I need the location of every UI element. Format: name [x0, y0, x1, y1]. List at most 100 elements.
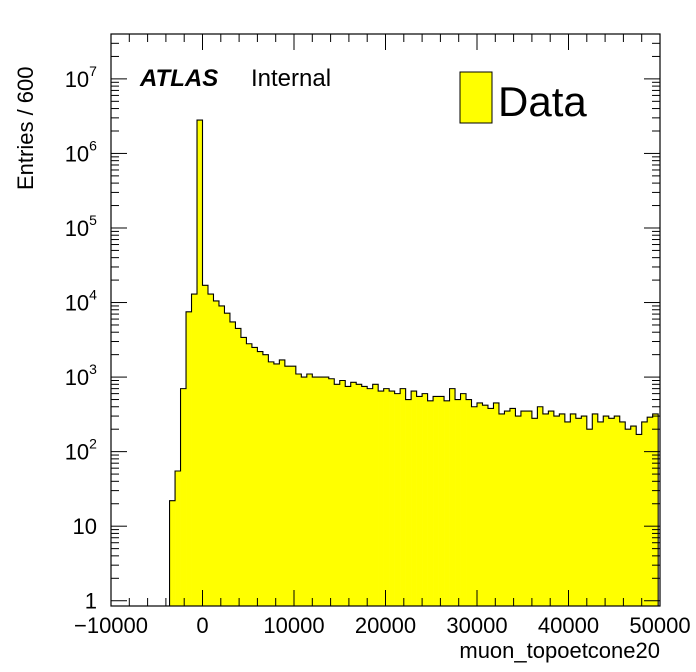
histogram-bin: [411, 391, 417, 606]
y-tick-label: 1: [85, 589, 97, 614]
histogram-bin: [531, 418, 538, 606]
x-tick-label: −10000: [74, 613, 148, 638]
histogram-bin: [482, 405, 489, 606]
histogram-bin: [339, 380, 346, 606]
y-tick-label: 102: [65, 436, 97, 465]
histogram-bin: [389, 391, 395, 606]
histogram-bin: [306, 374, 313, 606]
y-tick-label: 106: [65, 137, 97, 166]
histogram-bin: [471, 406, 478, 606]
histogram-bin: [186, 311, 192, 606]
histogram-bin: [619, 421, 626, 606]
histogram-bin: [487, 408, 494, 606]
histogram-bin: [334, 384, 341, 606]
histogram-bin: [372, 384, 379, 606]
histogram-bin: [608, 418, 615, 606]
histogram-bin: [284, 366, 291, 606]
histogram-bin: [460, 393, 467, 606]
histogram-bin: [180, 388, 187, 606]
x-tick-label: 20000: [355, 613, 416, 638]
histogram-bin: [213, 300, 220, 606]
histogram-bin: [268, 361, 275, 606]
histogram-bin: [449, 388, 456, 606]
histogram-bin: [328, 378, 335, 606]
histogram-bin: [509, 408, 516, 606]
histogram-bin: [553, 416, 560, 606]
histogram-bin: [548, 411, 555, 606]
histogram-bin: [400, 388, 406, 606]
histogram-bin: [455, 399, 461, 606]
x-tick-label: 10000: [263, 613, 324, 638]
y-tick-label: 107: [65, 63, 97, 92]
histogram-bin: [257, 351, 264, 606]
histogram-bin: [207, 294, 214, 606]
histogram-bin: [246, 343, 253, 606]
histogram-bin: [630, 426, 637, 606]
legend-swatch-data: [459, 71, 493, 124]
histogram-outline: [169, 119, 659, 606]
histogram-bin: [477, 402, 483, 606]
internal-label: Internal: [251, 65, 331, 92]
histogram-bin: [405, 399, 412, 606]
histogram-bin: [614, 416, 621, 606]
histogram-bin: [444, 400, 450, 606]
y-tick-label: 10: [73, 514, 97, 539]
histogram-bin: [520, 411, 527, 606]
histogram-bin: [301, 377, 308, 606]
histogram-bin: [350, 382, 357, 606]
histogram-bin: [537, 406, 544, 606]
histogram-bin: [383, 388, 390, 606]
histogram-bin: [493, 402, 500, 606]
histogram-bin: [290, 366, 297, 606]
histogram-bin: [498, 413, 505, 606]
axis-ticks: [110, 33, 661, 606]
histogram-bin: [625, 429, 632, 606]
y-axis-title: Entries / 600: [13, 66, 38, 190]
x-tick-label: 40000: [538, 613, 599, 638]
histogram-bin: [191, 294, 198, 606]
histogram-bin: [504, 411, 511, 606]
histogram-bin: [262, 354, 269, 606]
histogram-bin: [240, 337, 247, 606]
y-tick-label: 105: [65, 212, 97, 241]
histogram-bin: [652, 413, 659, 606]
histogram-bin: [597, 421, 604, 606]
histogram-bin: [218, 305, 225, 606]
histogram-bin: [367, 388, 373, 606]
x-tick-label: 0: [196, 613, 208, 638]
histogram-bin: [273, 363, 280, 606]
histogram-bin: [175, 470, 181, 606]
histogram-bin: [345, 386, 352, 606]
histogram-bin: [427, 400, 434, 606]
x-tick-label: 50000: [629, 613, 690, 638]
histogram-bin: [312, 377, 319, 606]
histogram-bin: [542, 413, 549, 606]
histogram-bin: [466, 399, 472, 606]
histogram-bin: [433, 396, 439, 606]
tick-labels: −10000 0 10000 20000 30000 40000 50000 1 10 102 10…: [65, 63, 691, 638]
histogram-bin: [559, 413, 566, 606]
histogram-bin: [251, 347, 258, 606]
histogram-bin: [378, 391, 384, 606]
atlas-label: ATLAS: [139, 65, 218, 92]
histogram-bin: [575, 418, 582, 606]
histogram-bin: [438, 396, 445, 606]
histogram-bin: [422, 393, 428, 606]
histogram-bin: [636, 434, 642, 606]
histogram-bin: [356, 384, 363, 606]
histogram-bin: [526, 411, 533, 606]
histogram-bin: [515, 416, 522, 606]
legend-label-data: Data: [498, 78, 587, 125]
histogram-bin: [641, 421, 648, 606]
histogram-bin: [224, 313, 231, 606]
x-tick-label: 30000: [446, 613, 507, 638]
histogram-bin: [581, 416, 588, 606]
histogram-bin: [603, 416, 610, 606]
histogram-bin: [394, 393, 401, 606]
y-tick-label: 104: [65, 287, 97, 316]
histogram-bin: [416, 396, 423, 606]
histogram-bin: [169, 500, 176, 606]
x-axis-title: muon_topoetcone20: [459, 638, 660, 663]
histogram-bin: [323, 377, 330, 606]
